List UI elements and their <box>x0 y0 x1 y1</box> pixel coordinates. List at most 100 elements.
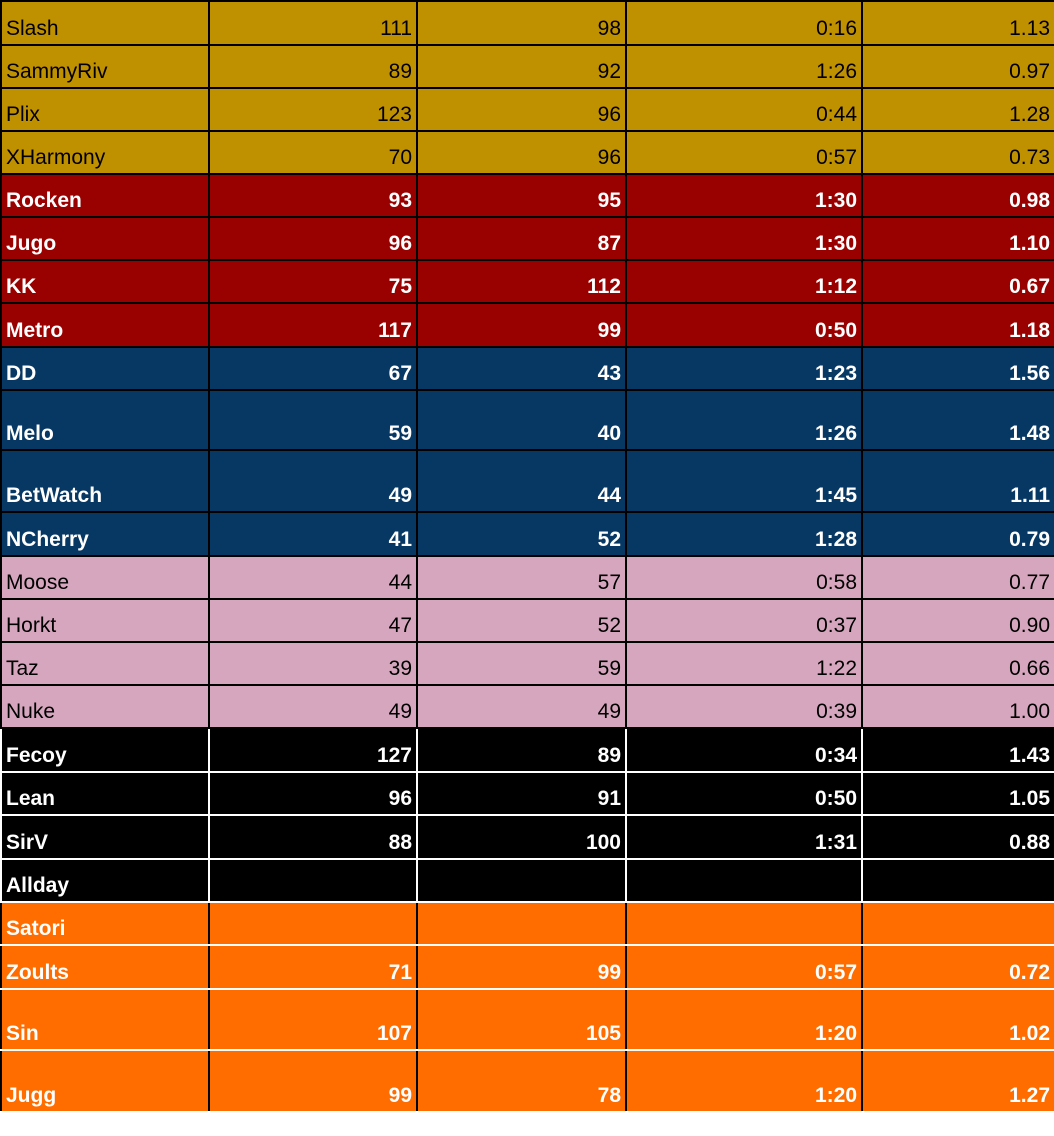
ratio-cell[interactable]: 1.02 <box>861 988 1054 1051</box>
ratio-cell[interactable]: 0.90 <box>861 598 1054 643</box>
time-cell[interactable]: 0:34 <box>625 727 863 773</box>
ratio-cell[interactable]: 1.05 <box>861 771 1054 816</box>
player-name-cell[interactable]: Lean <box>0 771 210 816</box>
ratio-cell[interactable]: 0.67 <box>861 259 1054 304</box>
ratio-cell[interactable]: 1.48 <box>861 389 1054 451</box>
stat-b-cell[interactable]: 59 <box>416 641 627 686</box>
player-name-cell[interactable]: Plix <box>0 87 210 132</box>
ratio-cell[interactable]: 0.77 <box>861 555 1054 600</box>
stat-a-cell[interactable]: 99 <box>208 1049 418 1113</box>
player-name-cell[interactable]: SammyRiv <box>0 44 210 89</box>
stat-a-cell[interactable] <box>208 901 418 946</box>
player-name-cell[interactable]: KK <box>0 259 210 304</box>
ratio-cell[interactable]: 0.88 <box>861 814 1054 860</box>
stat-a-cell[interactable]: 89 <box>208 44 418 89</box>
ratio-cell[interactable]: 0.98 <box>861 173 1054 218</box>
ratio-cell[interactable]: 1.13 <box>861 0 1054 46</box>
stat-b-cell[interactable]: 96 <box>416 87 627 132</box>
ratio-cell[interactable]: 1.10 <box>861 216 1054 261</box>
stat-a-cell[interactable]: 111 <box>208 0 418 46</box>
player-name-cell[interactable]: Taz <box>0 641 210 686</box>
stat-a-cell[interactable]: 47 <box>208 598 418 643</box>
time-cell[interactable]: 0:50 <box>625 302 863 348</box>
stat-b-cell[interactable] <box>416 901 627 946</box>
stat-a-cell[interactable]: 93 <box>208 173 418 218</box>
stat-a-cell[interactable]: 96 <box>208 216 418 261</box>
time-cell[interactable]: 1:45 <box>625 449 863 513</box>
ratio-cell[interactable]: 1.28 <box>861 87 1054 132</box>
stat-a-cell[interactable]: 117 <box>208 302 418 348</box>
ratio-cell[interactable]: 1.18 <box>861 302 1054 348</box>
time-cell[interactable]: 1:20 <box>625 988 863 1051</box>
time-cell[interactable]: 0:57 <box>625 130 863 175</box>
stat-b-cell[interactable]: 89 <box>416 727 627 773</box>
time-cell[interactable]: 0:50 <box>625 771 863 816</box>
stat-b-cell[interactable]: 49 <box>416 684 627 729</box>
stat-a-cell[interactable]: 96 <box>208 771 418 816</box>
ratio-cell[interactable]: 1.11 <box>861 449 1054 513</box>
stat-a-cell[interactable]: 67 <box>208 346 418 391</box>
player-name-cell[interactable]: Melo <box>0 389 210 451</box>
stat-b-cell[interactable]: 92 <box>416 44 627 89</box>
ratio-cell[interactable]: 1.43 <box>861 727 1054 773</box>
stat-b-cell[interactable]: 87 <box>416 216 627 261</box>
player-name-cell[interactable]: Slash <box>0 0 210 46</box>
time-cell[interactable]: 1:30 <box>625 216 863 261</box>
player-name-cell[interactable]: XHarmony <box>0 130 210 175</box>
stat-a-cell[interactable]: 75 <box>208 259 418 304</box>
time-cell[interactable] <box>625 901 863 946</box>
stat-b-cell[interactable]: 105 <box>416 988 627 1051</box>
ratio-cell[interactable]: 0.72 <box>861 944 1054 990</box>
time-cell[interactable]: 0:44 <box>625 87 863 132</box>
stat-b-cell[interactable]: 78 <box>416 1049 627 1113</box>
ratio-cell[interactable] <box>861 858 1054 903</box>
time-cell[interactable]: 1:31 <box>625 814 863 860</box>
player-name-cell[interactable]: Zoults <box>0 944 210 990</box>
time-cell[interactable]: 1:26 <box>625 44 863 89</box>
time-cell[interactable]: 1:22 <box>625 641 863 686</box>
stat-a-cell[interactable]: 49 <box>208 684 418 729</box>
time-cell[interactable]: 1:20 <box>625 1049 863 1113</box>
stat-b-cell[interactable]: 52 <box>416 598 627 643</box>
stat-b-cell[interactable]: 99 <box>416 302 627 348</box>
stat-b-cell[interactable]: 112 <box>416 259 627 304</box>
player-name-cell[interactable]: NCherry <box>0 511 210 557</box>
player-name-cell[interactable]: Fecoy <box>0 727 210 773</box>
stat-a-cell[interactable]: 71 <box>208 944 418 990</box>
stat-a-cell[interactable]: 88 <box>208 814 418 860</box>
stat-b-cell[interactable]: 40 <box>416 389 627 451</box>
ratio-cell[interactable]: 1.00 <box>861 684 1054 729</box>
stat-b-cell[interactable]: 100 <box>416 814 627 860</box>
stat-b-cell[interactable]: 96 <box>416 130 627 175</box>
time-cell[interactable]: 1:30 <box>625 173 863 218</box>
stat-a-cell[interactable]: 70 <box>208 130 418 175</box>
stat-b-cell[interactable]: 43 <box>416 346 627 391</box>
stat-a-cell[interactable]: 127 <box>208 727 418 773</box>
ratio-cell[interactable]: 0.79 <box>861 511 1054 557</box>
stat-b-cell[interactable]: 91 <box>416 771 627 816</box>
player-name-cell[interactable]: BetWatch <box>0 449 210 513</box>
stat-a-cell[interactable] <box>208 858 418 903</box>
stat-a-cell[interactable]: 107 <box>208 988 418 1051</box>
ratio-cell[interactable] <box>861 901 1054 946</box>
stat-b-cell[interactable]: 44 <box>416 449 627 513</box>
time-cell[interactable]: 1:26 <box>625 389 863 451</box>
player-name-cell[interactable]: Sin <box>0 988 210 1051</box>
player-name-cell[interactable]: Jugo <box>0 216 210 261</box>
time-cell[interactable]: 0:37 <box>625 598 863 643</box>
stat-b-cell[interactable]: 99 <box>416 944 627 990</box>
time-cell[interactable]: 0:39 <box>625 684 863 729</box>
time-cell[interactable]: 0:57 <box>625 944 863 990</box>
ratio-cell[interactable]: 0.97 <box>861 44 1054 89</box>
player-name-cell[interactable]: Metro <box>0 302 210 348</box>
ratio-cell[interactable]: 1.56 <box>861 346 1054 391</box>
stat-b-cell[interactable]: 98 <box>416 0 627 46</box>
player-name-cell[interactable]: Moose <box>0 555 210 600</box>
stat-a-cell[interactable]: 41 <box>208 511 418 557</box>
ratio-cell[interactable]: 0.73 <box>861 130 1054 175</box>
stat-a-cell[interactable]: 44 <box>208 555 418 600</box>
stat-a-cell[interactable]: 59 <box>208 389 418 451</box>
stat-b-cell[interactable]: 57 <box>416 555 627 600</box>
player-name-cell[interactable]: Rocken <box>0 173 210 218</box>
stat-a-cell[interactable]: 39 <box>208 641 418 686</box>
